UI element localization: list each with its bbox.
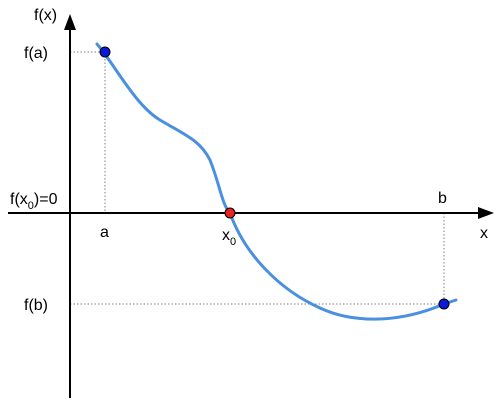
y-axis-label: f(x) <box>34 7 57 24</box>
fb-label: f(b) <box>24 297 48 314</box>
point-a <box>99 46 111 58</box>
b-label: b <box>438 190 447 207</box>
fx0-label: f(x0)=0 <box>10 191 58 212</box>
point-b <box>438 298 450 310</box>
function-curve <box>95 42 458 321</box>
fa-label: f(a) <box>24 45 48 62</box>
root-point <box>224 207 236 219</box>
x-axis-label: x <box>480 225 488 242</box>
y-axis-arrow <box>64 14 76 30</box>
a-label: a <box>100 224 109 241</box>
x0-label: x0 <box>222 227 236 248</box>
x-axis-arrow <box>478 207 494 219</box>
